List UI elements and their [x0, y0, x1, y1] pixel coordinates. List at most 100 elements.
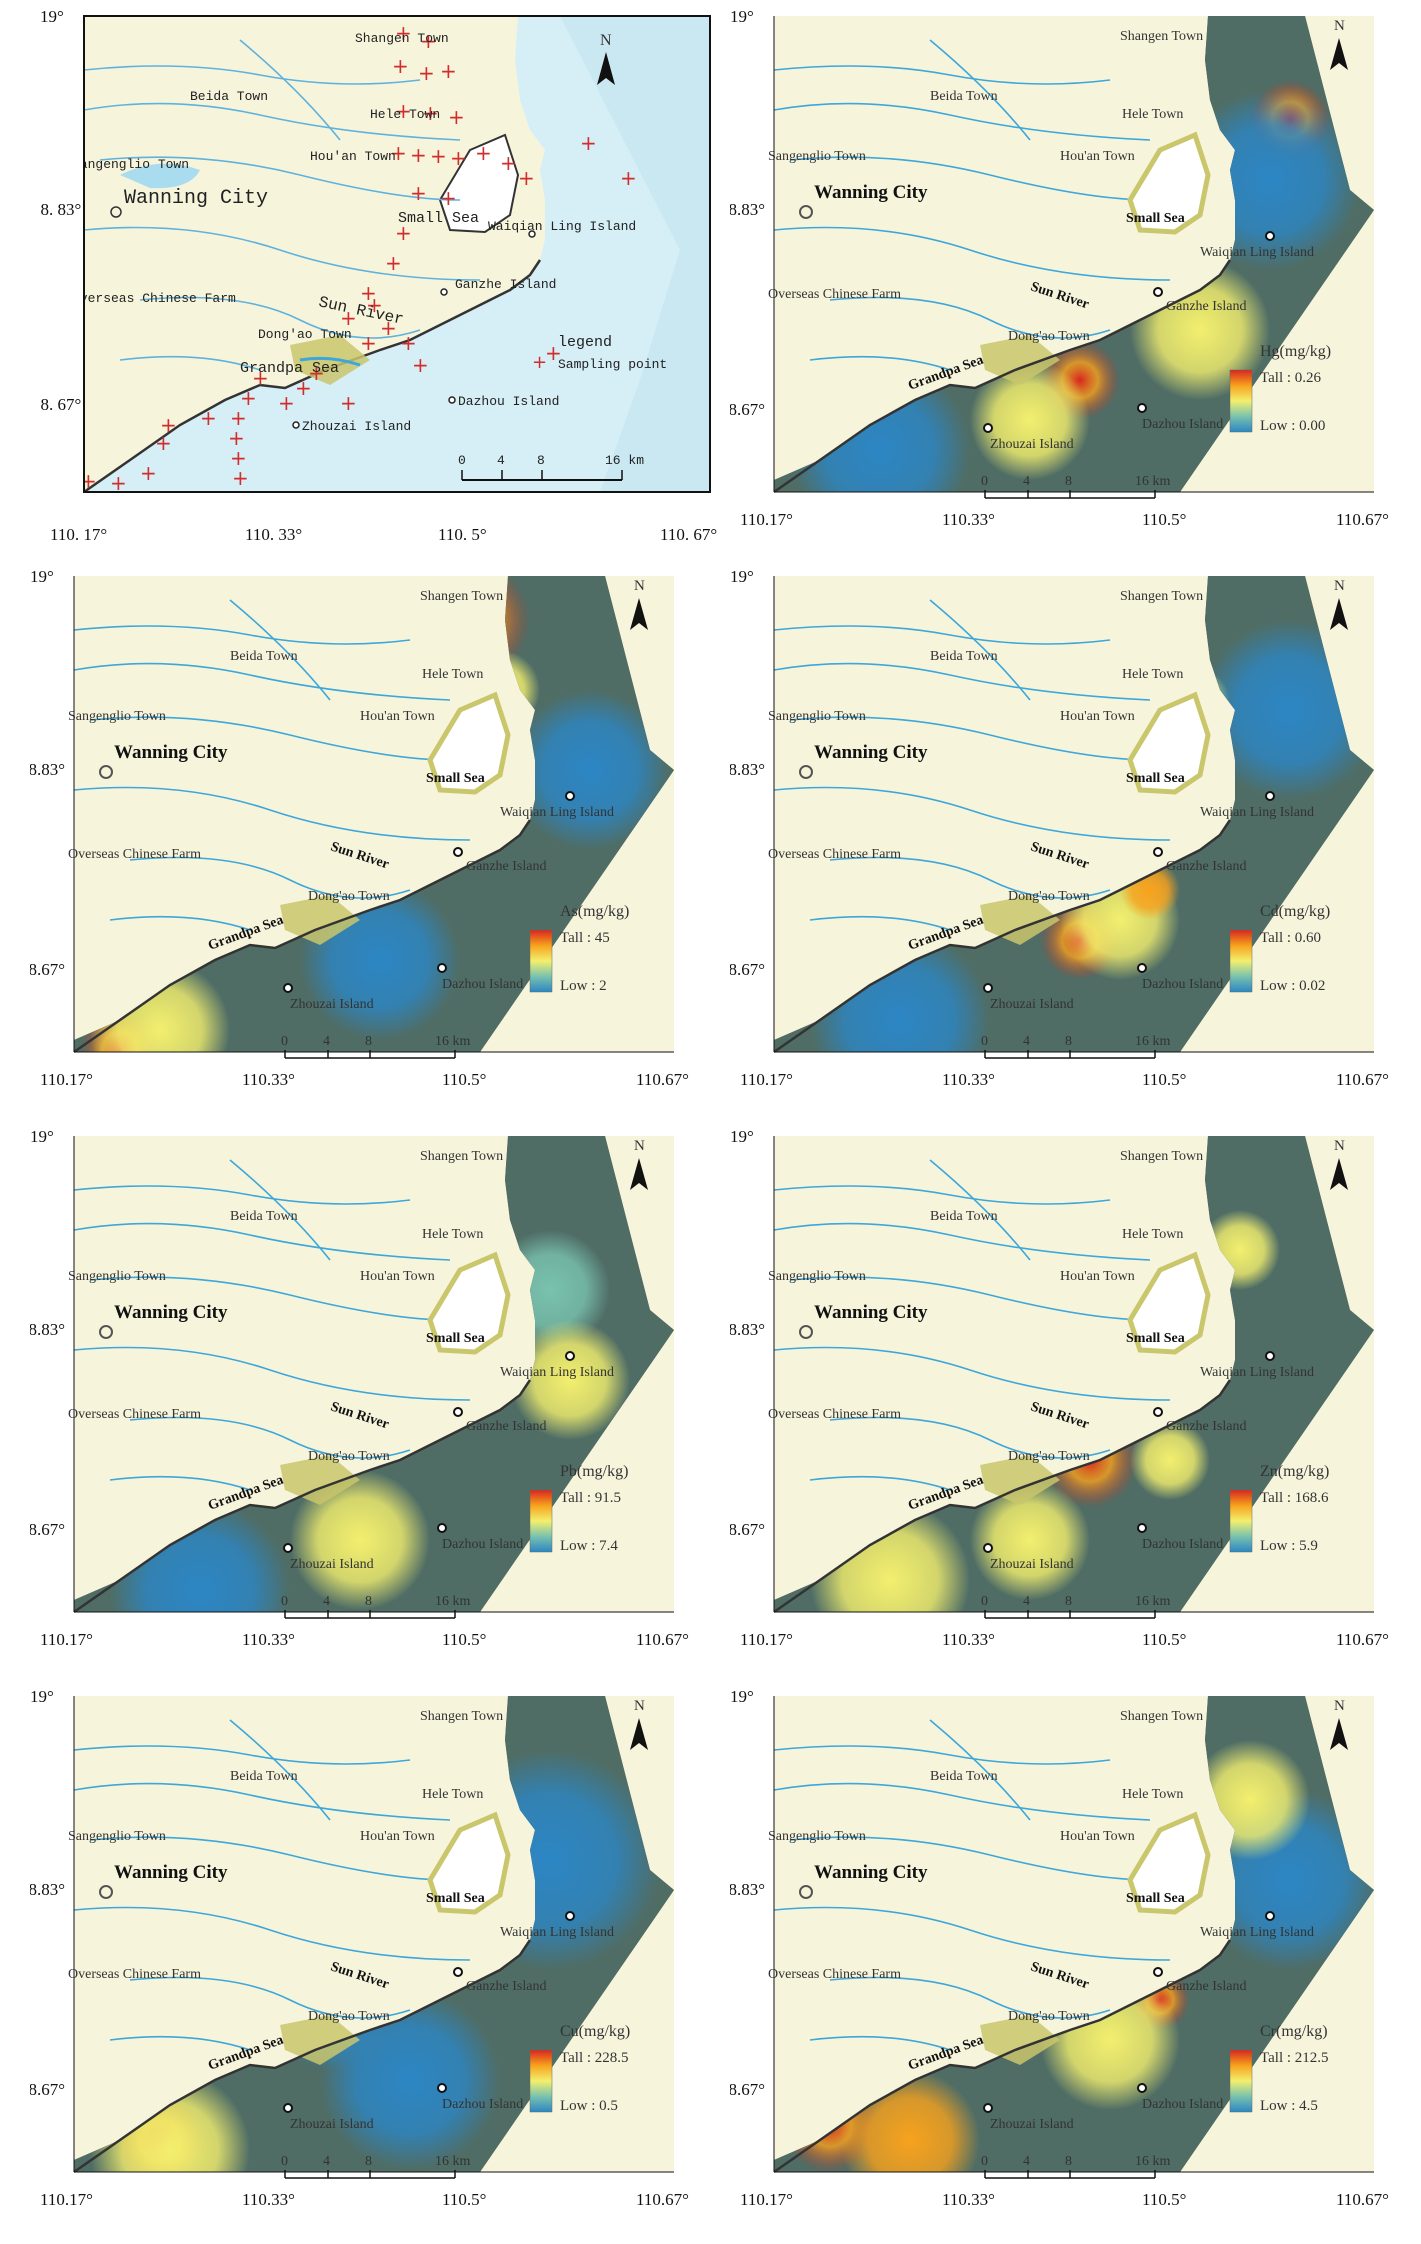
y-tick-1867: 18.67° [730, 1520, 765, 1539]
svg-text:+: + [230, 406, 247, 430]
heatmap-cu: Shangen Town Beida Town Hele Town Hou'an… [30, 1687, 689, 2209]
legend-high: Tall : 45 [560, 930, 610, 946]
label-shangen: Shangen Town [1120, 1149, 1203, 1164]
svg-text:0: 0 [981, 2154, 988, 2169]
svg-text:+: + [395, 99, 412, 123]
concentration-hotspot [510, 690, 670, 850]
svg-text:N: N [1334, 1138, 1345, 1154]
legend-sampling-symbol: + [532, 352, 547, 373]
label-beida: Beida Town [230, 1209, 298, 1224]
legend-low: Low : 0.00 [1260, 418, 1325, 434]
legend-low: Low : 2 [560, 978, 607, 994]
y-tick-1867: 18. 67° [40, 395, 81, 414]
label-dongao: Dong'ao Town [308, 889, 390, 904]
svg-text:N: N [1334, 1698, 1345, 1714]
scalebar: 0 4 8 16 km [458, 453, 644, 481]
label-ganzhe: Ganzhe Island [1166, 1419, 1246, 1434]
label-ganzhe: Ganzhe Island [1166, 1979, 1246, 1994]
label-beida: Beida Town [930, 89, 998, 104]
label-overseas: Overseas Chinese Farm [768, 287, 901, 302]
heatmap-pb: Shangen Town Beida Town Hele Town Hou'an… [30, 1127, 689, 1649]
label-hele: Hele Town [1122, 107, 1183, 122]
legend-low: Low : 5.9 [1260, 1538, 1318, 1554]
label-waiqian: Waiqian Ling Island [500, 805, 614, 820]
label-overseas: Overseas Chinese Farm [68, 1407, 201, 1422]
scalebar: 0 4 8 16 km [281, 1034, 471, 1059]
x-tick-11017: 110.17° [40, 1070, 93, 1089]
svg-text:+: + [155, 431, 172, 455]
x-tick-1105: 110.5° [442, 1070, 486, 1089]
label-dazhou: Dazhou Island [458, 394, 559, 409]
y-tick-1883: 18. 83° [40, 200, 81, 219]
x-tick-1105: 110.5° [1142, 1070, 1186, 1089]
label-sangenglio: Sangenglio Town [68, 1269, 166, 1284]
x-tick-11033: 110.33° [942, 1070, 995, 1089]
north-arrow: N [1330, 578, 1348, 630]
heatmap-hg: Shangen Town Beida Town Hele Town Hou'an… [730, 7, 1389, 529]
north-arrow: N [1330, 1698, 1348, 1750]
label-small-sea: Small Sea [1126, 771, 1185, 786]
legend-title: Cr(mg/kg) [1260, 2023, 1328, 2040]
label-wanning: Wanning City [114, 742, 228, 763]
label-beida: Beida Town [930, 1209, 998, 1224]
scalebar: 0 4 8 16 km [981, 474, 1171, 499]
svg-text:0: 0 [458, 453, 466, 468]
x-tick-11033: 110.33° [942, 2190, 995, 2209]
x-tick-11033: 110.33° [242, 1070, 295, 1089]
svg-text:+: + [448, 105, 465, 129]
svg-text:+: + [620, 166, 637, 190]
svg-text:4: 4 [1023, 1034, 1030, 1049]
x-tick-11017: 110.17° [740, 1630, 793, 1649]
svg-text:+: + [200, 406, 217, 430]
x-tick-11033: 110.33° [242, 1630, 295, 1649]
svg-text:+: + [110, 471, 127, 495]
svg-text:8: 8 [365, 1594, 372, 1609]
concentration-hotspot [840, 2070, 980, 2172]
scalebar: 0 4 8 16 km [281, 2154, 471, 2179]
legend-low: Low : 4.5 [1260, 2098, 1318, 2114]
sampling-map-panel: + + + + + + + + + + + + + + + + + + + + + + + + + + + + + + … [40, 0, 740, 545]
svg-text:+: + [80, 469, 97, 493]
heatmap-cd: Shangen Town Beida Town Hele Town Hou'an… [730, 567, 1389, 1089]
concentration-hotspot [1130, 1420, 1210, 1500]
scalebar: 0 4 8 16 km [281, 1594, 471, 1619]
svg-text:+: + [430, 144, 447, 168]
label-shangen: Shangen Town [1120, 1709, 1203, 1724]
svg-text:8: 8 [1065, 1594, 1072, 1609]
svg-text:+: + [395, 221, 412, 245]
x-tick-11067: 110.67° [636, 1630, 689, 1649]
svg-text:+: + [475, 141, 492, 165]
svg-text:N: N [634, 578, 645, 594]
svg-text:+: + [450, 146, 467, 170]
label-hele: Hele Town [1122, 1227, 1183, 1242]
x-tick-11017: 110.17° [740, 1070, 793, 1089]
label-dongao: Dong'ao Town [308, 1449, 390, 1464]
svg-text:+: + [366, 293, 383, 317]
svg-text:0: 0 [281, 1034, 288, 1049]
svg-text:+: + [580, 131, 597, 155]
label-small-sea: Small Sea [426, 771, 485, 786]
svg-text:+: + [295, 376, 312, 400]
svg-text:N: N [1334, 578, 1345, 594]
svg-text:N: N [600, 32, 612, 49]
heatmap-zn: Shangen Town Beida Town Hele Town Hou'an… [730, 1127, 1389, 1649]
label-hele: Hele Town [370, 107, 440, 122]
label-overseas: Overseas Chinese Farm [768, 1967, 901, 1982]
y-tick-1867: 18.67° [730, 400, 765, 419]
label-houan: Hou'an Town [360, 709, 435, 724]
y-tick-19: 19° [730, 7, 754, 26]
y-tick-1867: 18.67° [730, 2080, 765, 2099]
y-tick-1883: 18.83° [730, 1320, 765, 1339]
svg-text:+: + [500, 151, 517, 175]
x-tick-11067: 110.67° [1336, 1630, 1389, 1649]
svg-text:0: 0 [981, 1594, 988, 1609]
x-tick-11067: 110.67° [1336, 1070, 1389, 1089]
label-dongao: Dong'ao Town [1008, 1449, 1090, 1464]
label-hele: Hele Town [422, 1787, 483, 1802]
x-tick-11067: 110.67° [1336, 2190, 1389, 2209]
legend-sampling-point: Sampling point [558, 357, 667, 372]
label-dazhou: Dazhou Island [1142, 977, 1223, 992]
label-zhouzai: Zhouzai Island [990, 437, 1074, 452]
svg-text:16 km: 16 km [1135, 2154, 1171, 2169]
svg-text:+: + [440, 59, 457, 83]
